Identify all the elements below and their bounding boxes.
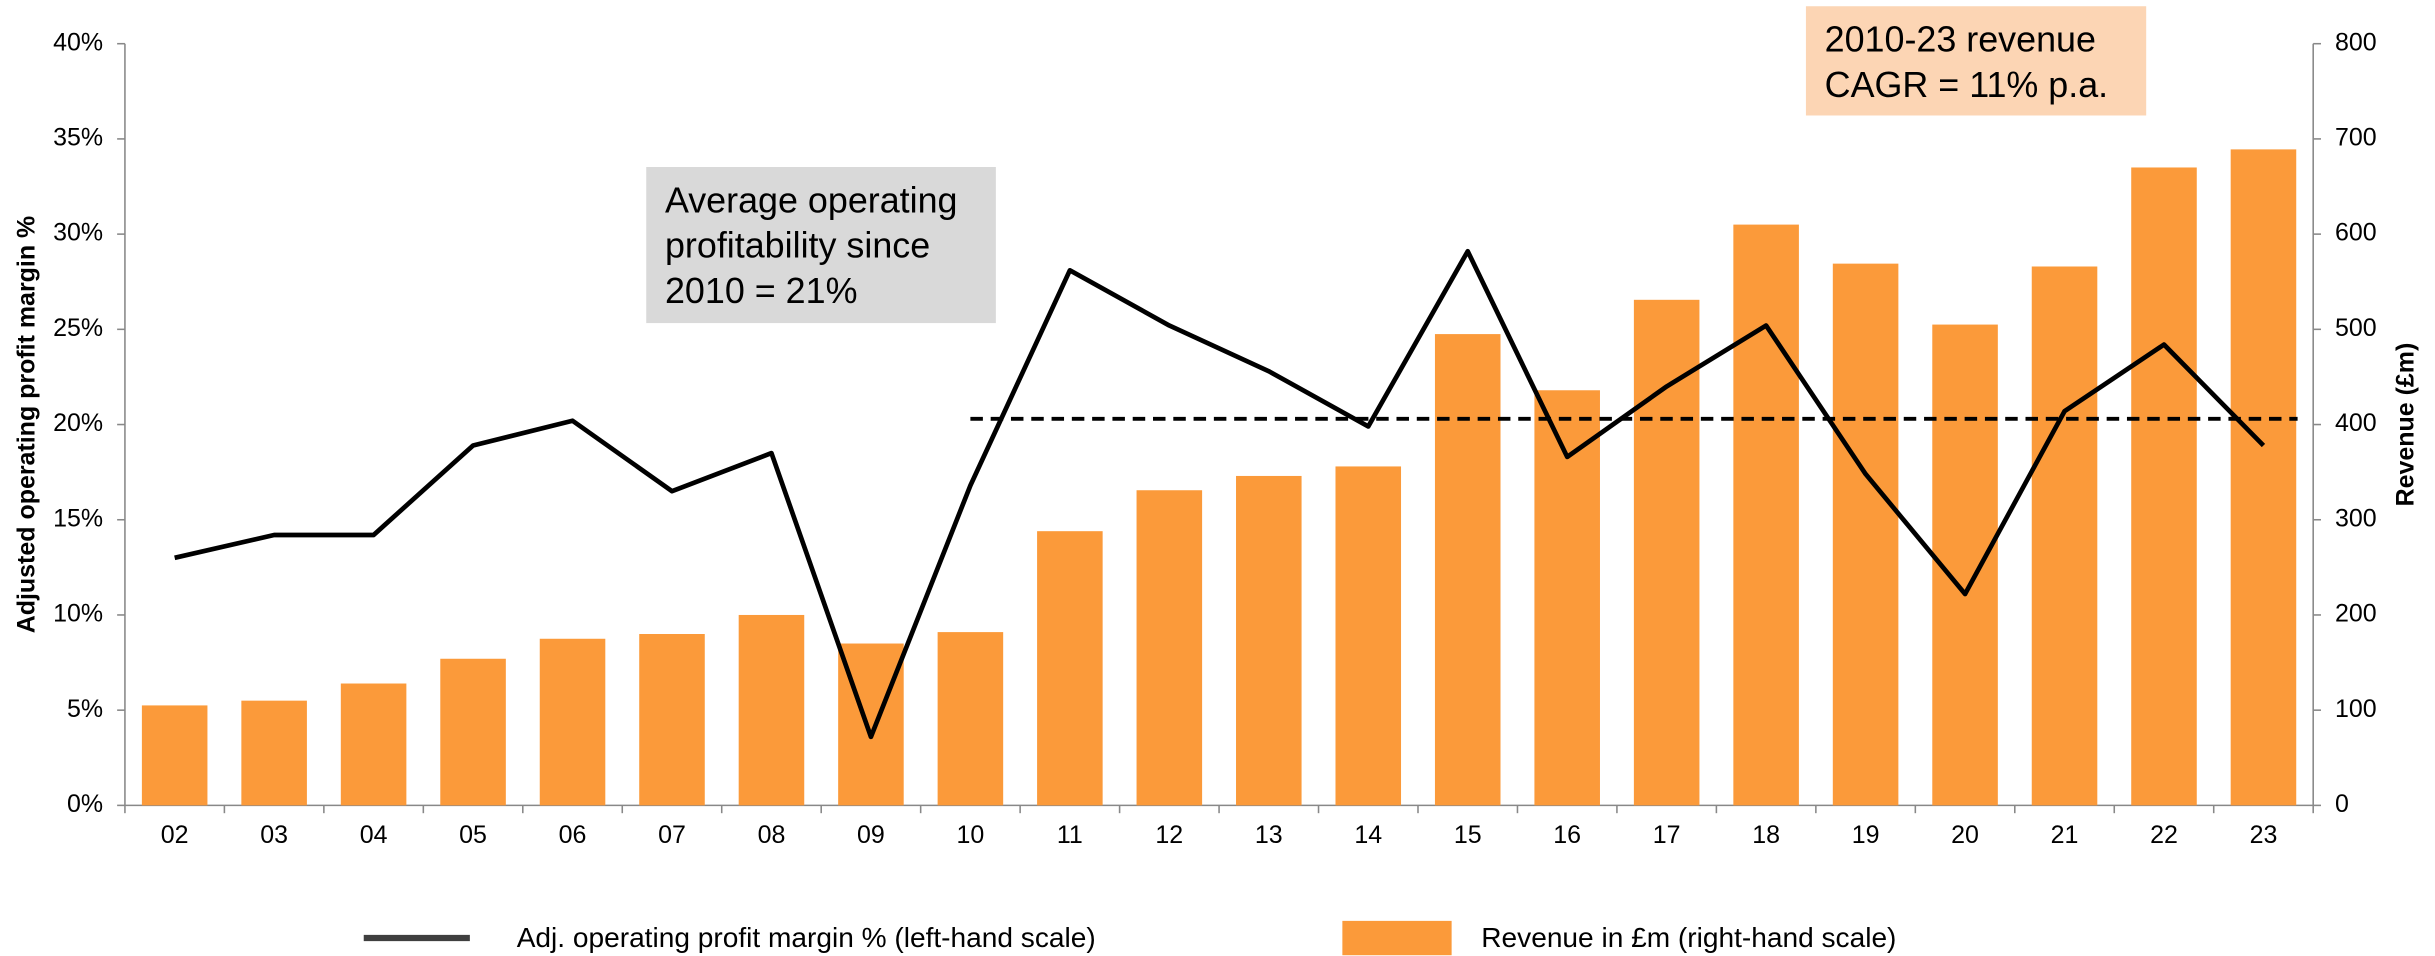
- legend-swatch: [1342, 920, 1452, 956]
- x-tick-label: 23: [2250, 821, 2278, 849]
- x-tick-label: 07: [658, 821, 686, 849]
- bar: [1136, 490, 1203, 806]
- y2-tick-label: 600: [2335, 219, 2377, 247]
- x-tick-label: 20: [1951, 821, 1979, 849]
- x-tick-label: 06: [559, 821, 587, 849]
- bar: [639, 634, 705, 806]
- y-tick-label: 5%: [67, 695, 103, 723]
- y2-tick-label: 200: [2335, 600, 2377, 628]
- bar: [1236, 475, 1302, 806]
- x-tick-label: 10: [957, 821, 985, 849]
- x-tick-label: 05: [459, 821, 487, 849]
- x-tick-label: 19: [1852, 821, 1880, 849]
- bar: [738, 614, 805, 806]
- annotation-text: CAGR = 11% p.a.: [1825, 65, 2108, 105]
- bar: [1633, 299, 1700, 806]
- y2-tick-label: 400: [2335, 409, 2377, 437]
- x-tick-label: 17: [1653, 821, 1681, 849]
- legend-label: Revenue in £m (right-hand scale): [1481, 922, 1896, 953]
- annotation-text: 2010-23 revenue: [1825, 20, 2096, 60]
- x-tick-label: 13: [1255, 821, 1283, 849]
- annotation-text: profitability since: [665, 226, 930, 266]
- annotation-box: [1805, 6, 2147, 116]
- y2-tick-label: 500: [2335, 314, 2377, 342]
- annotation-text: 2010 = 21%: [665, 271, 858, 311]
- bar: [937, 632, 1004, 806]
- bar: [440, 658, 506, 806]
- y2-tick-label: 700: [2335, 124, 2377, 152]
- bar: [340, 683, 407, 806]
- y2-tick-label: 0: [2335, 790, 2349, 818]
- y-tick-label: 35%: [53, 124, 103, 152]
- x-tick-label: 22: [2150, 821, 2178, 849]
- x-tick-label: 18: [1752, 821, 1780, 849]
- bar: [2230, 149, 2297, 806]
- x-tick-label: 11: [1057, 821, 1083, 849]
- y2-axis-label: Revenue (£m): [2391, 343, 2419, 507]
- y-axis-label: Adjusted operating profit margin %: [13, 216, 41, 634]
- y-tick-label: 30%: [53, 219, 103, 247]
- y-tick-label: 15%: [53, 504, 103, 532]
- bar: [2131, 167, 2197, 806]
- annotation-box: [646, 167, 996, 324]
- x-tick-label: 21: [2051, 821, 2079, 849]
- bar: [1832, 263, 1899, 806]
- bar: [2031, 266, 2098, 806]
- x-tick-label: 16: [1553, 821, 1581, 849]
- y2-tick-label: 800: [2335, 28, 2377, 56]
- y-tick-label: 25%: [53, 314, 103, 342]
- bar: [1733, 224, 1799, 806]
- y-tick-label: 20%: [53, 409, 103, 437]
- bar: [141, 705, 208, 806]
- x-tick-label: 02: [161, 821, 189, 849]
- y2-tick-label: 300: [2335, 504, 2377, 532]
- bar: [1534, 390, 1600, 806]
- y-tick-label: 10%: [53, 600, 103, 628]
- bar: [241, 700, 307, 806]
- annotation-text: Average operating: [665, 180, 958, 220]
- x-tick-label: 08: [758, 821, 786, 849]
- bar: [539, 638, 606, 806]
- legend-label: Adj. operating profit margin % (left-han…: [517, 922, 1096, 953]
- x-tick-label: 14: [1354, 821, 1382, 849]
- x-tick-label: 15: [1454, 821, 1482, 849]
- x-tick-label: 12: [1155, 821, 1183, 849]
- y-tick-label: 40%: [53, 28, 103, 56]
- bar: [1434, 334, 1501, 806]
- x-tick-label: 09: [857, 821, 885, 849]
- line: [174, 248, 2266, 740]
- x-tick-label: 04: [360, 821, 388, 849]
- bar: [1335, 466, 1402, 806]
- bar: [1037, 531, 1103, 806]
- x-tick-label: 03: [260, 821, 288, 849]
- y-tick-label: 0%: [67, 790, 103, 818]
- y2-tick-label: 100: [2335, 695, 2377, 723]
